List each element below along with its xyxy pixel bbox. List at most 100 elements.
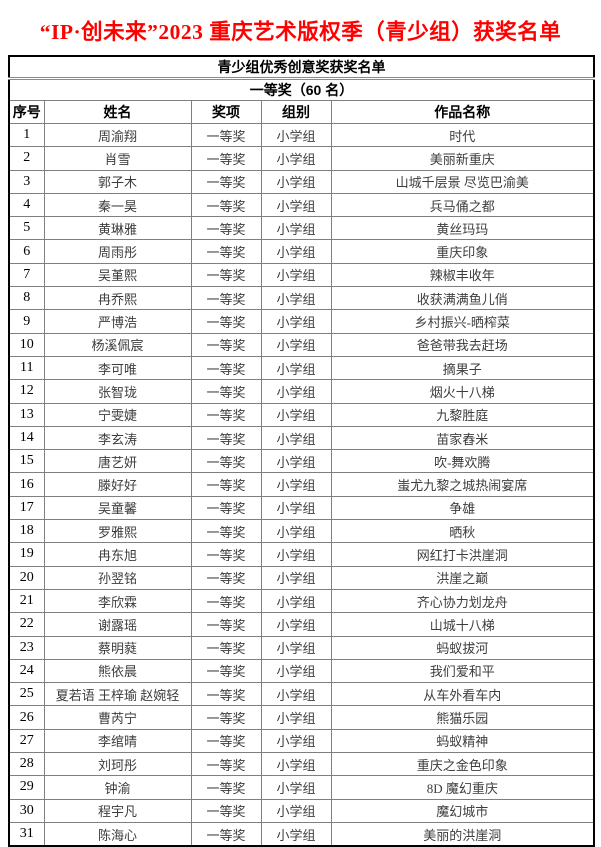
award-cell: 一等奖: [190, 682, 262, 707]
name-cell: 李玄涛: [43, 425, 192, 451]
serial-cell: 21: [8, 588, 45, 614]
group-cell: 小学组: [260, 286, 332, 311]
table-row: 26 曹芮宁 一等奖 小学组 熊猫乐园: [8, 705, 595, 730]
table-row: 4 秦一昊 一等奖 小学组 兵马俑之都: [8, 192, 595, 218]
work-cell: 齐心协力划龙舟: [330, 588, 595, 614]
name-cell: 罗雅熙: [43, 519, 192, 544]
table-row: 7 吴堇熙 一等奖 小学组 辣椒丰收年: [8, 262, 595, 288]
table-row: 8 冉乔熙 一等奖 小学组 收获满满鱼儿俏: [8, 286, 595, 311]
group-cell: 小学组: [260, 798, 332, 823]
work-cell: 收获满满鱼儿俏: [330, 286, 595, 311]
award-cell: 一等奖: [190, 169, 262, 194]
name-cell: 钟渝: [43, 775, 192, 800]
serial-cell: 18: [8, 519, 45, 544]
serial-cell: 27: [8, 728, 45, 754]
group-cell: 小学组: [260, 495, 332, 521]
name-cell: 黄琳雅: [43, 216, 192, 241]
work-cell: 山城千层景 尽览巴渝美: [330, 169, 595, 194]
name-cell: 周渝翔: [43, 122, 192, 148]
name-cell: 刘珂彤: [43, 752, 192, 777]
award-cell: 一等奖: [190, 588, 262, 614]
serial-cell: 11: [8, 355, 45, 381]
name-cell: 熊依晨: [43, 658, 192, 684]
table-row: 21 李欣霖 一等奖 小学组 齐心协力划龙舟: [8, 588, 595, 614]
group-cell: 小学组: [260, 402, 332, 427]
table-row: 9 严博浩 一等奖 小学组 乡村振兴-晒榨菜: [8, 309, 595, 334]
name-cell: 严博浩: [43, 309, 192, 334]
serial-cell: 28: [8, 752, 45, 777]
group-cell: 小学组: [260, 239, 332, 264]
work-cell: 吹-舞欢腾: [330, 449, 595, 474]
work-cell: 从车外看车内: [330, 682, 595, 707]
award-header-row: 一等奖（60 名）: [8, 78, 595, 101]
award-cell: 一等奖: [190, 752, 262, 777]
award-cell: 一等奖: [190, 286, 262, 311]
table-row: 16 滕好好 一等奖 小学组 蚩尤九黎之城热闹宴席: [8, 472, 595, 497]
serial-cell: 17: [8, 495, 45, 521]
table-subtitle-row: 青少组优秀创意奖获奖名单: [8, 55, 595, 80]
table-row: 28 刘珂彤 一等奖 小学组 重庆之金色印象: [8, 752, 595, 777]
name-cell: 李欣霖: [43, 588, 192, 614]
award-table: 青少组优秀创意奖获奖名单 一等奖（60 名） 序号 姓名 奖项 组别 作品名称 …: [8, 55, 596, 847]
name-cell: 吴堇熙: [43, 262, 192, 288]
table-row: 24 熊依晨 一等奖 小学组 我们爱和平: [8, 658, 595, 684]
serial-cell: 14: [8, 425, 45, 451]
work-cell: 熊猫乐园: [330, 705, 595, 730]
name-cell: 蔡明蕤: [43, 635, 192, 660]
table-row: 6 周雨彤 一等奖 小学组 重庆印象: [8, 239, 595, 264]
name-cell: 肖雪: [43, 146, 192, 171]
award-cell: 一等奖: [190, 495, 262, 521]
award-cell: 一等奖: [190, 122, 262, 148]
award-cell: 一等奖: [190, 146, 262, 171]
table-row: 20 孙翌铭 一等奖 小学组 洪崖之巅: [8, 565, 595, 590]
serial-cell: 15: [8, 449, 45, 474]
group-cell: 小学组: [260, 775, 332, 800]
award-cell: 一等奖: [190, 309, 262, 334]
name-cell: 陈海心: [43, 821, 192, 847]
name-cell: 冉东旭: [43, 542, 192, 567]
work-cell: 苗家舂米: [330, 425, 595, 451]
work-cell: 黄丝玛玛: [330, 216, 595, 241]
award-cell: 一等奖: [190, 775, 262, 800]
name-cell: 郭子木: [43, 169, 192, 194]
serial-cell: 12: [8, 379, 45, 404]
work-cell: 摘果子: [330, 355, 595, 381]
group-cell: 小学组: [260, 658, 332, 684]
group-cell: 小学组: [260, 262, 332, 288]
work-cell: 美丽的洪崖洞: [330, 821, 595, 847]
table-body: 1 周渝翔 一等奖 小学组 时代 2 肖雪 一等奖 小学组 美丽新重庆 3 郭子木 一等奖 小学组 山城千层…: [8, 122, 595, 847]
work-cell: 重庆印象: [330, 239, 595, 264]
name-cell: 唐艺妍: [43, 449, 192, 474]
table-subtitle: 青少组优秀创意奖获奖名单: [8, 55, 595, 80]
award-cell: 一等奖: [190, 612, 262, 637]
serial-cell: 7: [8, 262, 45, 288]
table-row: 15 唐艺妍 一等奖 小学组 吹-舞欢腾: [8, 449, 595, 474]
name-cell: 吴童馨: [43, 495, 192, 521]
work-cell: 烟火十八梯: [330, 379, 595, 404]
group-cell: 小学组: [260, 472, 332, 497]
name-cell: 宁雯婕: [43, 402, 192, 427]
group-cell: 小学组: [260, 309, 332, 334]
table-row: 27 李绾晴 一等奖 小学组 蚂蚁精神: [8, 728, 595, 754]
serial-cell: 22: [8, 612, 45, 637]
group-cell: 小学组: [260, 425, 332, 451]
award-cell: 一等奖: [190, 519, 262, 544]
award-cell: 一等奖: [190, 449, 262, 474]
work-cell: 蚂蚁拔河: [330, 635, 595, 660]
name-cell: 杨溪佩宸: [43, 332, 192, 357]
group-cell: 小学组: [260, 192, 332, 218]
group-cell: 小学组: [260, 169, 332, 194]
work-cell: 蚩尤九黎之城热闹宴席: [330, 472, 595, 497]
serial-cell: 3: [8, 169, 45, 194]
work-cell: 晒秋: [330, 519, 595, 544]
award-header: 一等奖（60 名）: [8, 78, 595, 101]
table-row: 23 蔡明蕤 一等奖 小学组 蚂蚁拔河: [8, 635, 595, 660]
group-cell: 小学组: [260, 122, 332, 148]
group-cell: 小学组: [260, 519, 332, 544]
group-cell: 小学组: [260, 635, 332, 660]
table-row: 11 李可唯 一等奖 小学组 摘果子: [8, 355, 595, 381]
award-cell: 一等奖: [190, 262, 262, 288]
name-cell: 周雨彤: [43, 239, 192, 264]
work-cell: 时代: [330, 122, 595, 148]
group-cell: 小学组: [260, 146, 332, 171]
